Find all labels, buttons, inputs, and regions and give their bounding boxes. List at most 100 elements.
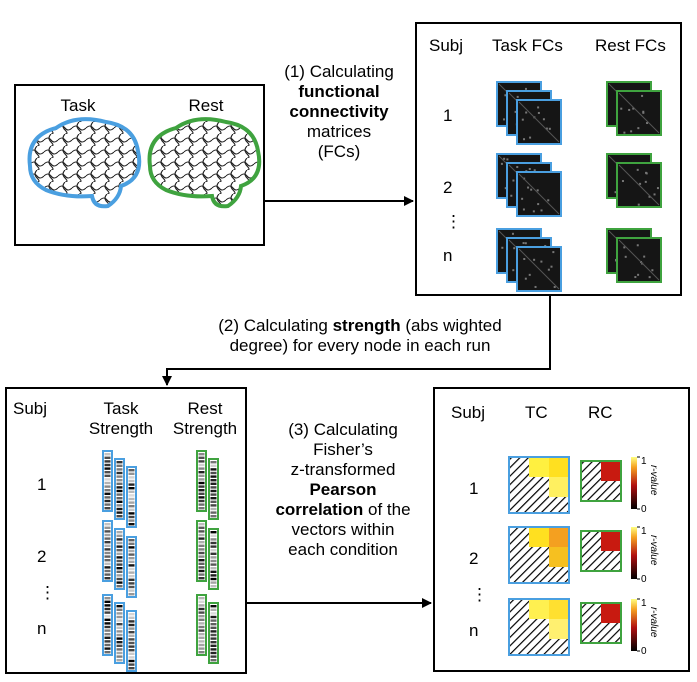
rc-matrix — [580, 602, 622, 644]
step2-text: (2) Calculating strength (abs wighted de… — [165, 316, 555, 356]
rc-cell — [601, 531, 621, 551]
task-strength-header-1: Task — [103, 399, 139, 418]
step2-bold: strength — [332, 316, 401, 335]
rc-matrix — [580, 530, 622, 572]
step3-text: (3) Calculating Fisher’s z-transformed P… — [258, 420, 428, 560]
task-fcs-header: Task FCs — [492, 36, 563, 55]
row-label: 1 — [37, 475, 47, 494]
step3-line7: each condition — [288, 540, 398, 559]
rest-fc-matrix — [616, 237, 662, 283]
row-label: 2 — [469, 549, 479, 568]
task-fc-matrix — [516, 171, 562, 217]
arrow-step2 — [162, 296, 551, 386]
colorbar-max: 1 — [641, 456, 647, 467]
rest-label: Rest — [188, 96, 224, 115]
step2-pre: (2) Calculating — [218, 316, 333, 335]
subj-header: Subj — [429, 36, 464, 55]
task-fc-matrix — [516, 246, 562, 292]
rc-cell — [601, 603, 621, 623]
fc-matrices — [496, 81, 662, 292]
tc-header: TC — [525, 403, 548, 422]
rc-header: RC — [588, 403, 613, 422]
step2-line2: degree) for every node in each run — [229, 336, 491, 355]
correlation-panel: Subj TC RC 1 2 ⋮ n 1 0 r-value 1 0 r-value 1 0 r… — [433, 387, 690, 672]
task-strength-vector — [114, 458, 125, 520]
row-label: n — [469, 621, 479, 640]
rest-fc-matrix — [616, 162, 662, 208]
step3-line6: vectors within — [291, 520, 395, 539]
rest-strength-vector — [196, 450, 207, 512]
task-strength-vector — [126, 466, 137, 528]
strength-vectors — [102, 450, 219, 672]
step2-post: (abs wighted — [400, 316, 502, 335]
colorbar-min: 0 — [641, 504, 647, 515]
brain-panel: Task Rest — [14, 84, 265, 246]
subj-header: Subj — [451, 403, 486, 422]
row-label: n — [37, 619, 47, 638]
step1-bold1: functional — [298, 82, 380, 101]
colorbar-label: r-value — [648, 607, 659, 638]
colorbar-label: r-value — [648, 535, 659, 566]
tc-cell — [549, 477, 569, 497]
step3-bold1: Pearson — [309, 480, 377, 499]
rest-strength-vector — [208, 528, 219, 590]
strength-panel: Subj Task Strength Rest Strength 1 2 ⋮ n — [5, 387, 247, 674]
task-strength-vector — [102, 520, 113, 582]
task-strength-vector — [126, 610, 137, 672]
fc-panel: Subj Task FCs Rest FCs 1 2 ⋮ n — [415, 22, 682, 296]
step1-bold2: connectivity — [289, 102, 389, 121]
colorbar-min: 0 — [641, 574, 647, 585]
brain-drawings — [27, 117, 262, 209]
step3-post2: of the — [363, 500, 411, 519]
step1-line5: (FCs) — [317, 142, 361, 161]
step1-line4: matrices — [306, 122, 372, 141]
rest-strength-vector — [196, 594, 207, 656]
tc-cell — [529, 599, 549, 619]
step3-line1: (3) Calculating — [288, 420, 398, 439]
rest-strength-vector — [208, 602, 219, 664]
task-label: Task — [60, 96, 96, 115]
rest-strength-vector — [196, 520, 207, 582]
task-strength-vector — [102, 594, 113, 656]
tc-cell — [549, 619, 569, 639]
tc-cell — [529, 527, 549, 547]
task-strength-vector — [114, 602, 125, 664]
rest-brain — [147, 117, 262, 209]
tc-cell — [529, 457, 549, 477]
subj-header: Subj — [13, 399, 48, 418]
rest-strength-header-1: Rest — [187, 399, 223, 418]
tc-matrix — [508, 598, 570, 656]
rest-fc-matrix — [616, 90, 662, 136]
rest-strength-vector — [208, 458, 219, 520]
rc-matrix — [580, 460, 622, 502]
row-label: n — [443, 246, 453, 265]
colorbar-min: 0 — [641, 646, 647, 657]
step3-line3: z-transformed — [290, 460, 396, 479]
row-label: ⋮ — [445, 212, 462, 231]
colorbar: 1 0r-value — [631, 526, 659, 585]
colorbar-max: 1 — [641, 526, 647, 537]
step3-line2: Fisher’s — [313, 440, 373, 459]
row-label: 1 — [443, 106, 453, 125]
rest-strength-header-2: Strength — [172, 419, 238, 438]
step3-bold2: correlation — [275, 500, 364, 519]
tc-matrix — [508, 526, 570, 584]
row-label: 2 — [37, 547, 47, 566]
colorbar-label: r-value — [648, 465, 659, 496]
task-brain — [27, 117, 142, 209]
task-fc-matrix — [516, 99, 562, 145]
colorbar-max: 1 — [641, 598, 647, 609]
tc-cell — [549, 547, 569, 567]
step1-line1: (1) Calculating — [284, 62, 394, 81]
row-label: 1 — [469, 479, 479, 498]
row-label: ⋮ — [471, 585, 488, 604]
rc-cell — [601, 461, 621, 481]
colorbar: 1 0r-value — [631, 456, 659, 515]
step1-text: (1) Calculating functional connectivity … — [262, 62, 416, 162]
row-label: 2 — [443, 178, 453, 197]
colorbar: 1 0r-value — [631, 598, 659, 657]
task-strength-header-2: Strength — [88, 419, 154, 438]
tc-matrix — [508, 456, 570, 514]
